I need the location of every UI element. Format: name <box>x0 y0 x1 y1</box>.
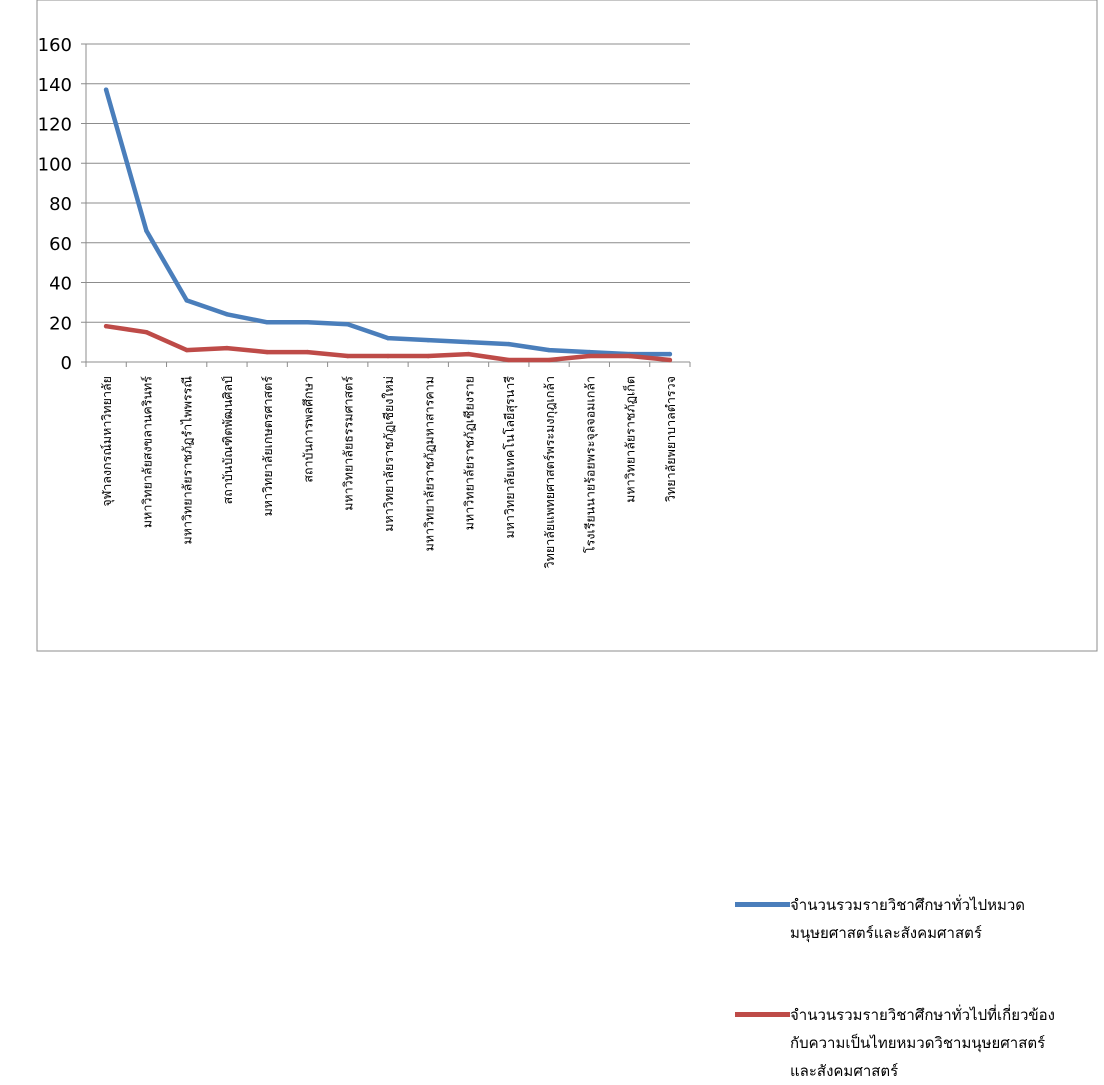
data-point <box>667 351 673 357</box>
data-point <box>466 339 471 345</box>
data-point <box>345 322 350 327</box>
data-point <box>305 349 310 355</box>
x-tick-label: สถาบันการพลศึกษา <box>300 376 315 483</box>
data-point <box>587 349 592 355</box>
series-lines <box>103 87 673 363</box>
y-tick-label: 0 <box>61 353 72 374</box>
data-point <box>627 353 632 359</box>
x-tick-label: มหาวิทยาลัยเทคโนโลยีสุรนารี <box>502 376 518 539</box>
data-point <box>265 349 270 355</box>
x-tick-label: โรงเรียนนายร้อยพระจุลจอมเกล้า <box>582 376 598 553</box>
y-tick-label: 20 <box>49 313 72 334</box>
legend-swatch-series-2 <box>735 1012 790 1017</box>
x-tick-label: มหาวิทยาลัยราชภัฏมหาสารคาม <box>421 376 436 551</box>
data-point <box>385 335 391 341</box>
x-tick-label: สถาบันบัณฑิตพัฒนศิลป์ <box>220 376 235 504</box>
data-point <box>305 320 310 325</box>
y-tick-label: 120 <box>38 115 72 136</box>
series-line-1 <box>103 87 673 357</box>
data-point <box>184 347 189 353</box>
x-tick-label: มหาวิทยาลัยราชภัฏรำไพพรรณี <box>180 376 195 545</box>
data-point <box>426 337 431 343</box>
data-point <box>345 353 350 359</box>
data-point <box>506 341 511 347</box>
data-point <box>184 298 189 303</box>
x-tick-label: มหาวิทยาลัยธรรมศาสตร์ <box>341 376 356 511</box>
chart-border <box>36 0 1098 652</box>
x-tick-label: มหาวิทยาลัยราชภัฏเก็ต <box>623 376 638 503</box>
data-point <box>224 345 230 351</box>
x-tick-label: จุฬาลงกรณ์มหาวิทยาลัย <box>99 376 115 507</box>
y-tick-label: 160 <box>38 35 72 56</box>
data-point <box>103 324 109 329</box>
data-point <box>546 357 552 363</box>
data-point <box>103 87 109 92</box>
y-tick-label: 80 <box>49 194 72 215</box>
data-point <box>466 351 471 357</box>
y-tick-label: 140 <box>38 75 72 96</box>
data-point <box>265 320 270 325</box>
y-axis-ticks: 0 20 40 60 80 100 120 140 160 <box>38 35 86 374</box>
legend-swatch-series-1 <box>735 902 790 907</box>
x-tick-label: มหาวิทยาลัยสงขลานครินทร์ <box>139 376 154 528</box>
data-point <box>546 347 552 353</box>
data-point <box>506 357 511 363</box>
data-point <box>144 228 149 234</box>
y-tick-label: 60 <box>49 234 72 255</box>
x-tick-label: มหาวิทยาลัยราชภัฏเชียงใหม่ <box>381 376 396 532</box>
legend-label-series-1: จำนวนรวมรายวิชาศึกษาทั่วไปหมวด มนุษยศาสต… <box>790 896 1026 942</box>
data-point <box>587 353 592 359</box>
data-point <box>385 353 391 359</box>
y-tick-label: 40 <box>49 274 72 295</box>
x-tick-label: วิทยาลัยแพทยศาสตร์พระมงกุฎเกล้า <box>542 376 558 568</box>
x-axis-ticks: จุฬาลงกรณ์มหาวิทยาลัย มหาวิทยาลัยสงขลานคร… <box>85 362 691 568</box>
data-point <box>144 329 149 335</box>
data-point <box>667 357 673 363</box>
x-tick-label: วิทยาลัยพยาบาลตำรวจ <box>663 376 678 502</box>
line-chart: 0 20 40 60 80 100 120 140 160 จุฬาลงกรณ์มหาวิทยา… <box>36 0 1098 652</box>
x-tick-label: มหาวิทยาลัยราชภัฏเชียงราย <box>462 376 477 530</box>
y-tick-label: 100 <box>38 154 72 175</box>
legend-label-series-2: จำนวนรวมรายวิชาศึกษาทั่วไปที่เกี่ยวข้อง … <box>790 1006 1055 1080</box>
data-point <box>426 353 431 359</box>
chart-frame: 0 20 40 60 80 100 120 140 160 จุฬาลงกรณ์มหาวิทยา… <box>36 0 1098 1080</box>
x-tick-label: มหาวิทยาลัยเกษตรศาสตร์ <box>260 376 275 517</box>
data-point <box>224 312 230 317</box>
gridlines <box>86 43 690 323</box>
